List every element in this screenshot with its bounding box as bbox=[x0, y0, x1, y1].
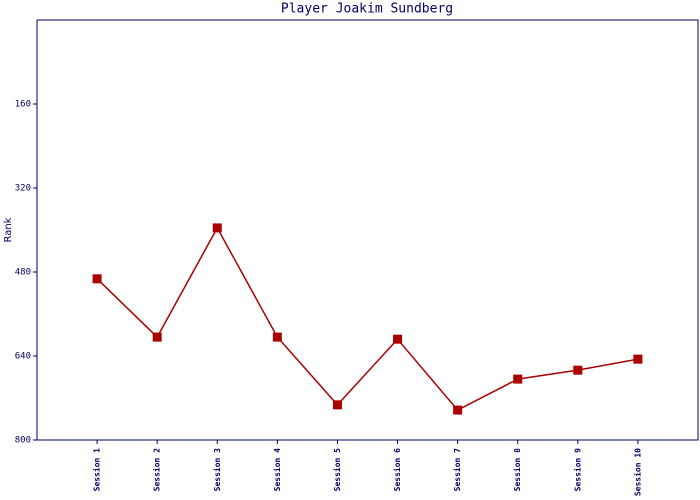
point-marker bbox=[633, 354, 643, 364]
x-tick-label: Session 1 bbox=[92, 448, 102, 492]
point-marker bbox=[573, 365, 583, 375]
point-marker bbox=[272, 332, 282, 342]
chart-title: Player Joakim Sundberg bbox=[281, 2, 453, 17]
y-tick-label: 160 bbox=[15, 100, 31, 110]
plot-frame bbox=[36, 19, 699, 441]
point-marker bbox=[92, 274, 102, 284]
x-tick-label: Session 7 bbox=[452, 448, 462, 492]
y-tick-label: 320 bbox=[15, 184, 31, 194]
point-marker bbox=[513, 374, 523, 384]
x-tick-label: Session 5 bbox=[332, 448, 342, 492]
y-tick-label: 640 bbox=[15, 352, 31, 362]
x-tick-label: Session 6 bbox=[392, 448, 402, 492]
y-tick-label: 800 bbox=[15, 436, 31, 446]
point-marker bbox=[453, 405, 463, 415]
point-marker bbox=[332, 400, 342, 410]
y-tick-label: 480 bbox=[15, 268, 31, 278]
x-tick-label: Session 3 bbox=[212, 448, 222, 492]
x-tick-label: Session 9 bbox=[572, 448, 582, 492]
x-tick-label: Session 4 bbox=[272, 448, 282, 492]
point-marker bbox=[152, 332, 162, 342]
x-tick-label: Session 2 bbox=[152, 448, 162, 492]
point-marker bbox=[212, 223, 222, 233]
x-tick-label: Session 8 bbox=[512, 448, 522, 492]
point-marker bbox=[393, 334, 403, 344]
series-line bbox=[96, 226, 639, 412]
y-axis-label: Rank bbox=[3, 217, 14, 242]
x-tick-label: Session 10 bbox=[632, 448, 642, 496]
